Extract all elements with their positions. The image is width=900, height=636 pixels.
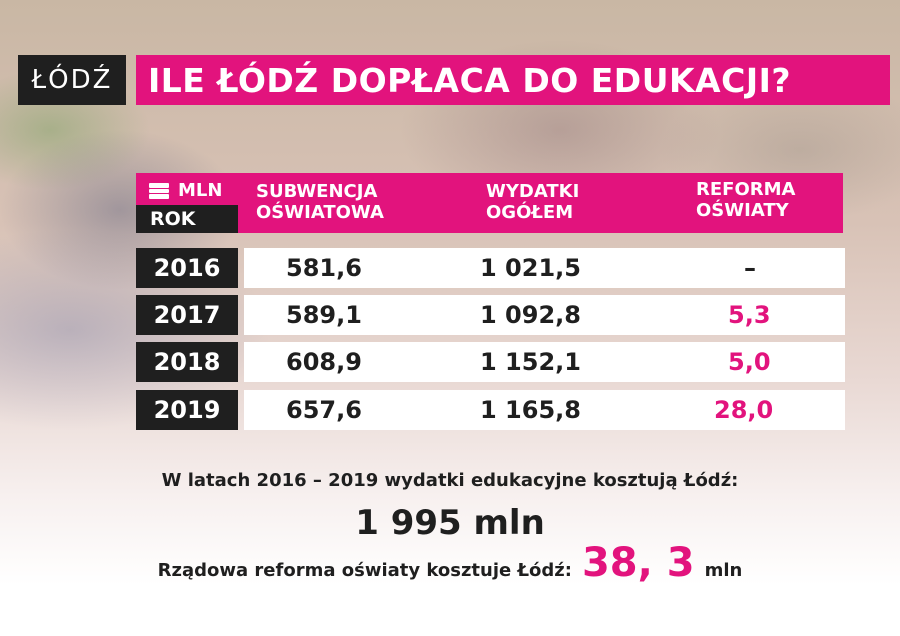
reforma-value: – [744, 254, 756, 282]
table-row: 2018 608,9 1 152,1 5,0 [136, 342, 845, 382]
unit-text: MLN [178, 180, 223, 201]
header-subwencja: SUBWENCJA OŚWIATOWA [256, 181, 384, 223]
total-value: 1 995 mln [355, 503, 545, 543]
values-cell: 589,1 1 092,8 5,3 [244, 295, 845, 335]
page-title: ILE ŁÓDŹ DOPŁACA DO EDUKACJI? [136, 55, 890, 105]
year-cell: 2018 [136, 342, 238, 382]
subwencja-value: 589,1 [286, 301, 362, 329]
table-row: 2016 581,6 1 021,5 – [136, 248, 845, 288]
header-wydatki: WYDATKI OGÓŁEM [486, 181, 580, 223]
subwencja-value: 581,6 [286, 254, 362, 282]
reforma-value: 5,3 [728, 301, 771, 329]
table-header: MLN SUBWENCJA OŚWIATOWA WYDATKI OGÓŁEM REF… [136, 173, 843, 233]
lodz-logo: ŁÓDŹ [18, 55, 126, 105]
reform-text: Rządowa reforma oświaty kosztuje Łódź: [157, 560, 572, 581]
reform-summary: Rządowa reforma oświaty kosztuje Łódź: 3… [0, 540, 900, 586]
wydatki-value: 1 021,5 [480, 254, 581, 282]
reform-unit: mln [704, 560, 743, 581]
values-cell: 657,6 1 165,8 28,0 [244, 390, 845, 430]
wydatki-value: 1 092,8 [480, 301, 581, 329]
subwencja-value: 657,6 [286, 396, 362, 424]
header-reforma: REFORMA OŚWIATY [696, 179, 796, 221]
summary-text: W latach 2016 – 2019 wydatki edukacyjne … [161, 470, 739, 491]
year-cell: 2017 [136, 295, 238, 335]
subwencja-value: 608,9 [286, 348, 362, 376]
logo-text: ŁÓDŹ [31, 65, 113, 95]
values-cell: 581,6 1 021,5 – [244, 248, 845, 288]
year-cell: 2019 [136, 390, 238, 430]
header-year: ROK [136, 205, 238, 233]
wydatki-value: 1 165,8 [480, 396, 581, 424]
unit-label: MLN [148, 180, 222, 201]
values-cell: 608,9 1 152,1 5,0 [244, 342, 845, 382]
wydatki-value: 1 152,1 [480, 348, 581, 376]
reforma-value: 28,0 [714, 396, 774, 424]
table-row: 2017 589,1 1 092,8 5,3 [136, 295, 845, 335]
reforma-value: 5,0 [728, 348, 771, 376]
year-cell: 2016 [136, 248, 238, 288]
reform-total: 38, 3 [581, 540, 695, 586]
table-row: 2019 657,6 1 165,8 28,0 [136, 390, 845, 430]
money-stack-icon [149, 182, 169, 199]
